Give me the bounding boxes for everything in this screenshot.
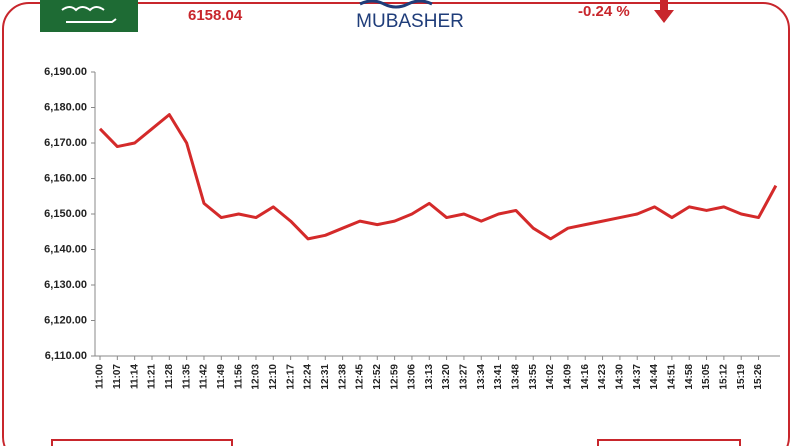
flag [40,0,138,32]
x-tick-label: 15:05 [701,364,712,390]
y-tick-label: 6,150.00 [44,208,87,220]
price-line [98,113,778,241]
x-tick-label: 13:13 [424,364,435,390]
x-tick-label: 14:44 [649,364,660,390]
x-tick-label: 14:23 [597,364,608,390]
footer-box [51,439,233,446]
change-percent: -0.24 % [578,3,630,20]
brand-logo: MUBASHER [356,11,464,32]
x-tick-label: 14:30 [615,364,626,390]
logo-mark [359,0,433,9]
y-tick-label: 6,190.00 [44,66,87,78]
x-tick-label: 14:09 [563,364,574,390]
x-tick-label: 14:37 [632,364,643,390]
index-value: 6158.04 [188,7,243,24]
x-tick-label: 12:38 [337,364,348,390]
x-tick-label: 13:20 [441,364,452,390]
y-tick-label: 6,110.00 [45,350,87,362]
x-tick-label: 12:31 [320,364,331,390]
y-tick-label: 6,160.00 [44,172,87,184]
x-tick-label: 15:19 [736,364,747,390]
x-tick-label: 12:52 [372,364,383,390]
x-tick-label: 11:42 [199,364,210,389]
y-tick-label: 6,120.00 [44,314,87,326]
x-tick-label: 13:06 [407,364,418,390]
x-tick-label: 11:07 [112,364,123,389]
x-tick-label: 13:48 [511,364,522,390]
x-tick-label: 11:00 [95,364,106,389]
x-tick-label: 12:24 [303,364,314,390]
x-tick-label: 11:49 [216,364,227,389]
y-tick-label: 6,180.00 [44,101,87,113]
y-tick-label: 6,170.00 [44,137,87,149]
x-tick-label: 11:21 [147,364,158,389]
x-tick-label: 11:14 [129,364,140,389]
x-tick-label: 12:10 [268,364,279,390]
x-tick-label: 12:17 [285,364,296,390]
y-tick-label: 6,140.00 [44,243,87,255]
x-tick-label: 14:58 [684,364,695,390]
x-tick-label: 13:41 [493,364,504,390]
x-tick-label: 12:45 [355,364,366,390]
x-tick-label: 12:59 [389,364,400,390]
x-tick-label: 12:03 [251,364,262,390]
x-tick-label: 13:27 [459,364,470,390]
x-tick-label: 11:35 [181,364,192,389]
x-tick-label: 13:34 [476,364,487,390]
x-tick-label: 14:16 [580,364,591,390]
x-tick-label: 11:56 [233,364,244,389]
x-tick-label: 15:26 [753,364,764,390]
y-tick-label: 6,130.00 [44,279,87,291]
x-tick-label: 11:28 [164,364,175,389]
footer-box [597,439,741,446]
x-tick-label: 15:12 [719,364,730,390]
x-tick-label: 13:55 [528,364,539,390]
down-arrow [654,0,674,23]
x-tick-label: 14:51 [667,364,678,390]
x-tick-label: 14:02 [545,364,556,390]
